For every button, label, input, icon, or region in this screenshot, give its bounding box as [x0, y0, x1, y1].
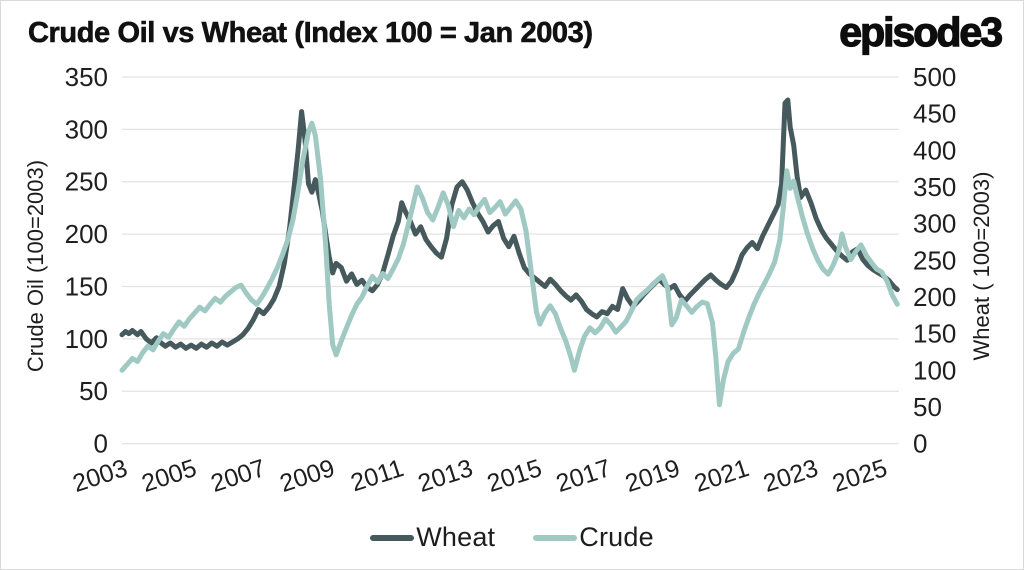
left-axis-title: Crude Oil (100=2003) — [23, 160, 48, 372]
left-axis-tick-label: 300 — [65, 114, 108, 144]
right-axis-tick-label: 350 — [913, 172, 956, 202]
right-axis-title: Wheat ( 100=2003) — [969, 172, 994, 361]
x-axis-tick-label: 2021 — [691, 454, 753, 498]
legend-label-crude: Crude — [579, 522, 654, 552]
chart-title: Crude Oil vs Wheat (Index 100 = Jan 2003… — [28, 17, 594, 50]
series-line-crude — [119, 120, 900, 408]
x-axis-tick-label: 2025 — [829, 454, 891, 498]
x-axis-tick-label: 2007 — [207, 454, 269, 498]
crude-line-swatch — [533, 534, 578, 541]
chart-legend: Wheat Crude — [1, 522, 1023, 553]
left-axis-tick-label: 100 — [65, 324, 108, 354]
x-axis-tick-label: 2013 — [415, 454, 477, 498]
right-axis-tick-label: 50 — [913, 392, 942, 422]
legend-item-crude: Crude — [533, 522, 654, 553]
legend-label-wheat: Wheat — [416, 522, 496, 552]
left-axis-tick-label: 200 — [65, 219, 108, 249]
x-axis-tick-label: 2003 — [69, 454, 131, 498]
x-axis-tick-label: 2017 — [553, 454, 615, 498]
right-axis-tick-label: 200 — [913, 282, 956, 312]
x-axis-tick-label: 2019 — [622, 454, 684, 498]
right-axis-tick-label: 500 — [913, 62, 956, 92]
right-axis-tick-label: 100 — [913, 355, 956, 385]
right-axis-tick-label: 450 — [913, 99, 956, 129]
legend-item-wheat: Wheat — [370, 522, 495, 553]
x-axis-tick-label: 2023 — [760, 454, 822, 498]
wheat-line-swatch — [370, 534, 415, 541]
right-axis-tick-label: 250 — [913, 245, 956, 275]
episode3-logo: episode3 — [839, 8, 1004, 55]
x-axis-tick-label: 2015 — [484, 454, 546, 498]
x-axis-tick-label: 2009 — [276, 454, 338, 498]
right-axis-tick-label: 150 — [913, 319, 956, 349]
right-axis-tick-label: 300 — [913, 209, 956, 239]
left-axis-tick-label: 150 — [65, 271, 108, 301]
right-axis-tick-label: 400 — [913, 135, 956, 165]
left-axis-tick-label: 0 — [94, 429, 108, 459]
right-axis-tick-label: 0 — [913, 429, 927, 459]
left-axis-tick-label: 250 — [65, 167, 108, 197]
x-axis-tick-label: 2011 — [347, 454, 407, 497]
x-axis-tick-label: 2005 — [138, 454, 200, 498]
left-axis-tick-label: 50 — [79, 376, 108, 406]
left-axis-tick-label: 350 — [65, 62, 108, 92]
series-line-wheat — [119, 97, 900, 351]
